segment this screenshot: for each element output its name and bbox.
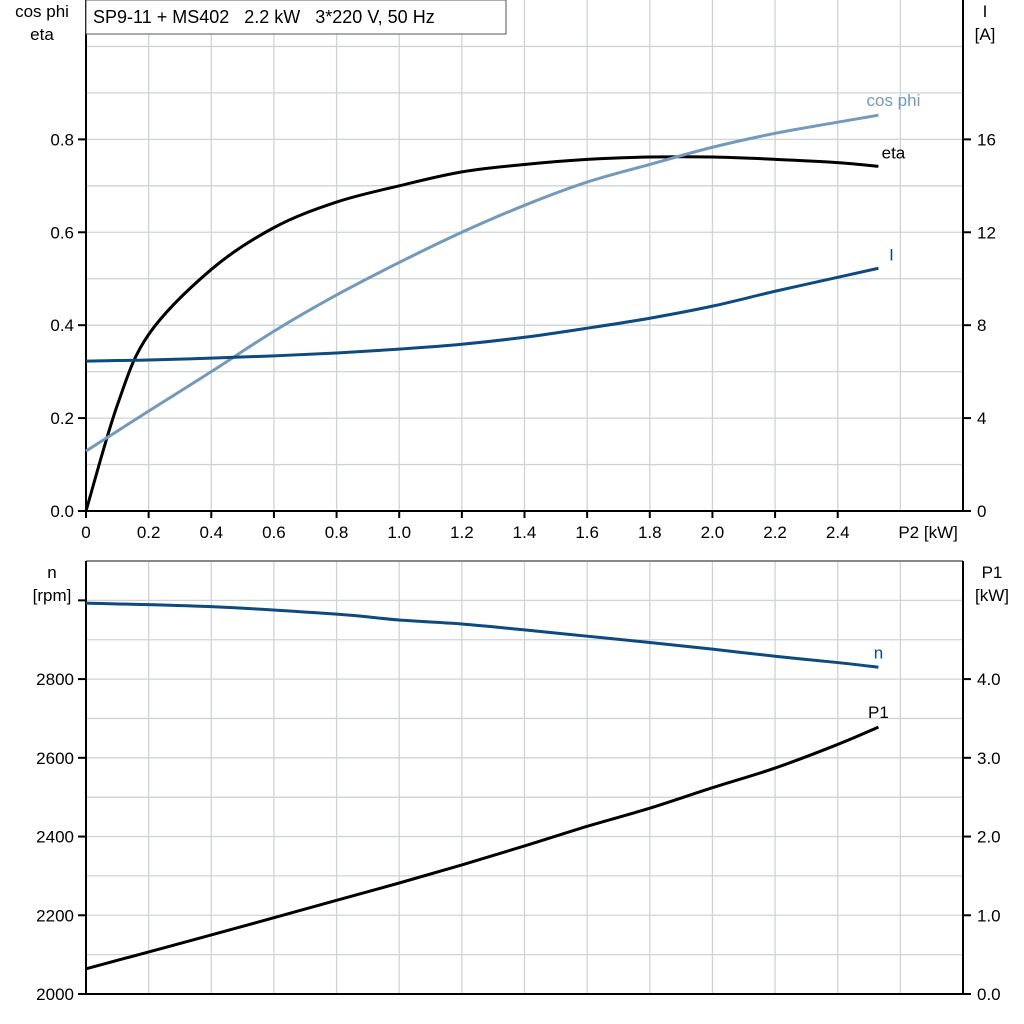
bottom-chart: 2000 2200 2400 2600 2800 0.0 1.0 2.0 3.0 4.0 n [rpm… bbox=[33, 560, 1009, 1004]
right-tick-label: 3.0 bbox=[977, 749, 1001, 768]
series-line-P1 bbox=[85, 725, 880, 971]
x-tick-label: 2.2 bbox=[763, 523, 787, 542]
x-tick-label: 1.6 bbox=[575, 523, 599, 542]
left-axis-title: [rpm] bbox=[33, 586, 72, 605]
left-tick-label: 2400 bbox=[36, 828, 74, 847]
right-axis-title: I bbox=[983, 2, 988, 21]
x-tick-label: 1.0 bbox=[387, 523, 411, 542]
series-label-I: I bbox=[889, 245, 894, 264]
left-tick-label: 2200 bbox=[36, 906, 74, 925]
right-tick-label: 4 bbox=[977, 409, 986, 428]
series-label-eta: eta bbox=[882, 143, 906, 162]
chart-title: SP9-11 + MS402 2.2 kW 3*220 V, 50 Hz bbox=[93, 7, 435, 27]
right-tick-label: 4.0 bbox=[977, 670, 1001, 689]
series-label-P1: P1 bbox=[868, 703, 889, 722]
title-box bbox=[85, 0, 507, 35]
x-tick-label: 2.0 bbox=[701, 523, 725, 542]
left-tick-label: 0.2 bbox=[50, 409, 74, 428]
right-tick-label: 1.0 bbox=[977, 906, 1001, 925]
right-tick-label: 8 bbox=[977, 316, 986, 335]
right-tick-label: 0.0 bbox=[977, 985, 1001, 1004]
left-tick-label: 0.6 bbox=[50, 223, 74, 242]
right-tick-label: 0 bbox=[977, 502, 986, 521]
x-tick-label: 0.8 bbox=[325, 523, 349, 542]
x-tick-label: 1.4 bbox=[513, 523, 537, 542]
top-chart: 0.0 0.2 0.4 0.6 0.8 0 4 8 12 16 0 0.2 0.4 0.6 0.8 1.0 1.… bbox=[15, 0, 996, 542]
left-tick-label: 2000 bbox=[36, 985, 74, 1004]
right-tick-label: 2.0 bbox=[977, 828, 1001, 847]
left-axis-title: cos phi bbox=[15, 2, 69, 21]
left-tick-label: 2800 bbox=[36, 670, 74, 689]
x-tick-label: 0.2 bbox=[137, 523, 161, 542]
series-label-cos-phi: cos phi bbox=[866, 91, 920, 110]
x-tick-label: 1.8 bbox=[638, 523, 662, 542]
series-line-eta bbox=[84, 155, 879, 512]
x-axis-label: P2 [kW] bbox=[898, 523, 958, 542]
x-tick-label: 0.6 bbox=[262, 523, 286, 542]
right-axis-title: [A] bbox=[975, 25, 996, 44]
x-tick-label: 2.4 bbox=[826, 523, 850, 542]
series-line-n bbox=[85, 601, 879, 669]
series-line-cos-phi bbox=[85, 113, 879, 453]
x-tick-label: 1.2 bbox=[450, 523, 474, 542]
right-axis-title: [kW] bbox=[975, 586, 1009, 605]
left-tick-label: 0.8 bbox=[50, 130, 74, 149]
x-tick-label: 0 bbox=[81, 523, 90, 542]
left-tick-label: 0.4 bbox=[50, 316, 74, 335]
right-tick-label: 12 bbox=[977, 223, 996, 242]
series-label-n: n bbox=[874, 643, 883, 662]
left-axis-title: eta bbox=[30, 25, 54, 44]
series-line-I bbox=[85, 266, 879, 363]
x-tick-label: 0.4 bbox=[199, 523, 223, 542]
left-tick-label: 2600 bbox=[36, 749, 74, 768]
left-axis-title: n bbox=[47, 563, 56, 582]
right-axis-title: P1 bbox=[982, 563, 1003, 582]
right-tick-label: 16 bbox=[977, 130, 996, 149]
left-tick-label: 0.0 bbox=[50, 502, 74, 521]
